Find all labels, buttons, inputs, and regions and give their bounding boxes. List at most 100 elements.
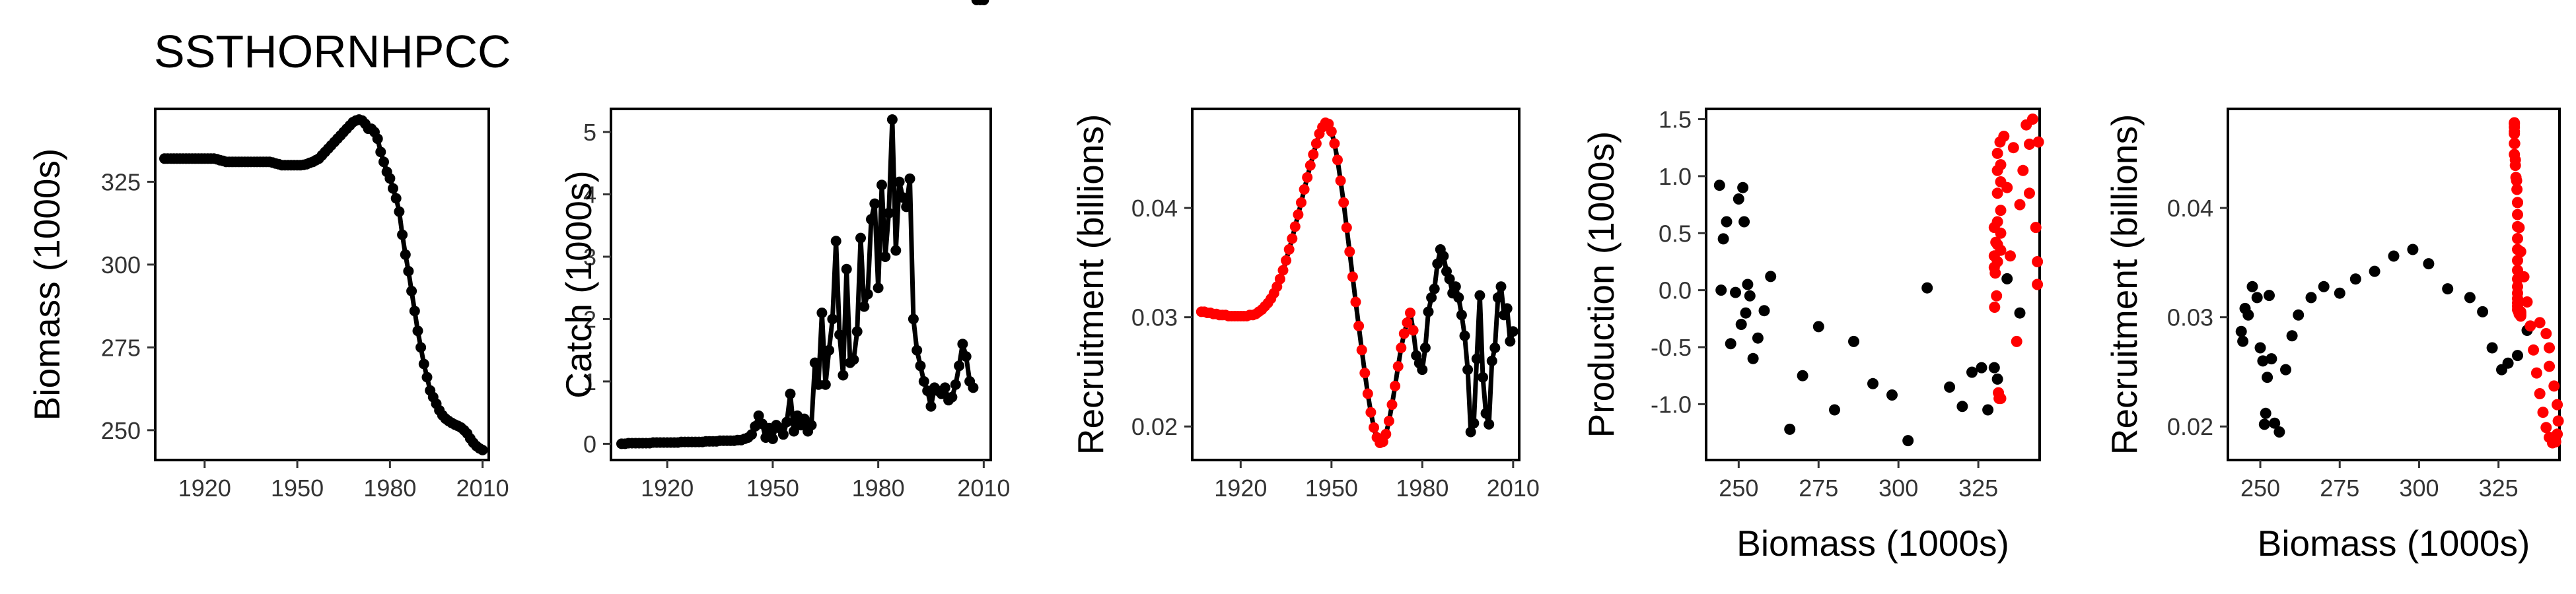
data-point — [2512, 350, 2523, 362]
data-point — [827, 314, 838, 325]
data-point — [2032, 136, 2044, 148]
data-point — [1747, 352, 1759, 364]
data-point — [1344, 246, 1355, 257]
data-point — [1305, 160, 1316, 171]
data-point — [2318, 280, 2330, 292]
data-point — [1735, 319, 1747, 330]
data-point — [1507, 326, 1519, 337]
data-point — [2251, 292, 2263, 304]
data-point — [1287, 233, 1298, 244]
series-2 — [2509, 117, 2564, 449]
x-tick-label: 1980 — [852, 475, 905, 502]
data-point — [947, 391, 958, 403]
y-tick-label: 1 — [583, 368, 596, 395]
data-point — [2512, 197, 2523, 209]
data-point — [1365, 407, 1377, 418]
data-point — [415, 342, 427, 353]
data-point — [1302, 172, 1313, 183]
data-point — [1784, 423, 1796, 435]
data-point — [2235, 325, 2247, 337]
data-point — [862, 288, 873, 300]
data-point — [2530, 367, 2542, 379]
data-point — [2264, 290, 2275, 302]
data-point — [1489, 343, 1501, 353]
data-point — [2269, 417, 2281, 429]
data-point — [1402, 317, 1413, 328]
data-point — [880, 251, 891, 262]
y-axis-label: Production (1000s) — [1581, 131, 1622, 438]
data-point — [1492, 292, 1503, 303]
data-point — [1341, 222, 1352, 233]
y-tick-label: 0.02 — [1131, 413, 1178, 440]
data-point — [2544, 342, 2556, 354]
data-point — [788, 426, 799, 437]
data-point — [2528, 344, 2540, 356]
figure-title: SSTHORNHPCC — [154, 26, 511, 77]
data-point — [2423, 258, 2435, 270]
x-tick-label: 300 — [2399, 475, 2439, 502]
data-point — [1715, 284, 1727, 296]
data-point — [1465, 426, 1476, 438]
data-point — [390, 193, 402, 204]
data-point — [1733, 193, 1744, 205]
data-point — [372, 133, 383, 145]
data-point — [1956, 401, 1968, 412]
data-point — [2552, 415, 2564, 427]
panel-1: 1920 1950 1980 2010 250 275 300 325 Biomass (100… — [26, 108, 509, 502]
data-point — [1289, 221, 1301, 232]
panel-border — [610, 108, 992, 461]
data-point — [1359, 368, 1371, 379]
x-tick-label: 1980 — [363, 475, 416, 502]
data-point — [1480, 408, 1491, 419]
data-point — [1326, 126, 1337, 137]
data-point — [2477, 306, 2489, 317]
data-point — [1474, 290, 1485, 301]
data-point — [1332, 154, 1343, 166]
y-tick-label: 2 — [583, 306, 596, 333]
data-point — [1293, 209, 1304, 220]
data-point — [2005, 250, 2016, 262]
series-line — [1201, 120, 1516, 446]
data-point — [1495, 281, 1507, 292]
data-point — [1982, 404, 1994, 416]
x-tick-label: 325 — [1958, 475, 1998, 502]
data-point — [866, 214, 877, 225]
data-point — [403, 265, 414, 277]
data-point — [2014, 199, 2026, 211]
data-point — [894, 176, 905, 187]
y-tick-label: 0 — [583, 430, 596, 457]
x-tick-label: 1920 — [641, 475, 694, 502]
data-point — [912, 345, 923, 356]
data-point — [1419, 343, 1431, 353]
data-point — [1398, 328, 1410, 339]
data-point — [1468, 418, 1480, 429]
data-point — [785, 388, 796, 399]
data-point — [2242, 309, 2254, 321]
data-point — [1426, 292, 1437, 303]
data-point — [904, 173, 915, 184]
data-point — [2512, 233, 2523, 244]
data-point — [2502, 357, 2514, 369]
data-point — [1867, 378, 1878, 389]
data-point — [1338, 197, 1349, 208]
data-point — [384, 173, 396, 184]
data-point — [2513, 222, 2525, 234]
data-point — [2512, 255, 2523, 267]
data-point — [2521, 296, 2533, 308]
data-point — [1353, 320, 1365, 331]
series-1 — [1713, 180, 2026, 447]
data-point — [1308, 149, 1319, 160]
y-axis-label: Biomass (1000s) — [26, 148, 67, 421]
data-point — [851, 326, 863, 337]
data-point — [1995, 227, 2007, 239]
data-point — [848, 354, 859, 365]
x-tick-label: 250 — [2240, 475, 2280, 502]
data-point — [1738, 216, 1750, 228]
data-point — [1713, 180, 1725, 191]
data-point — [2286, 330, 2298, 342]
data-point — [2014, 307, 2026, 319]
data-point — [806, 420, 817, 431]
x-tick-label: 2010 — [456, 475, 509, 502]
y-axis-label: Recruitment (billions) — [2104, 114, 2145, 455]
